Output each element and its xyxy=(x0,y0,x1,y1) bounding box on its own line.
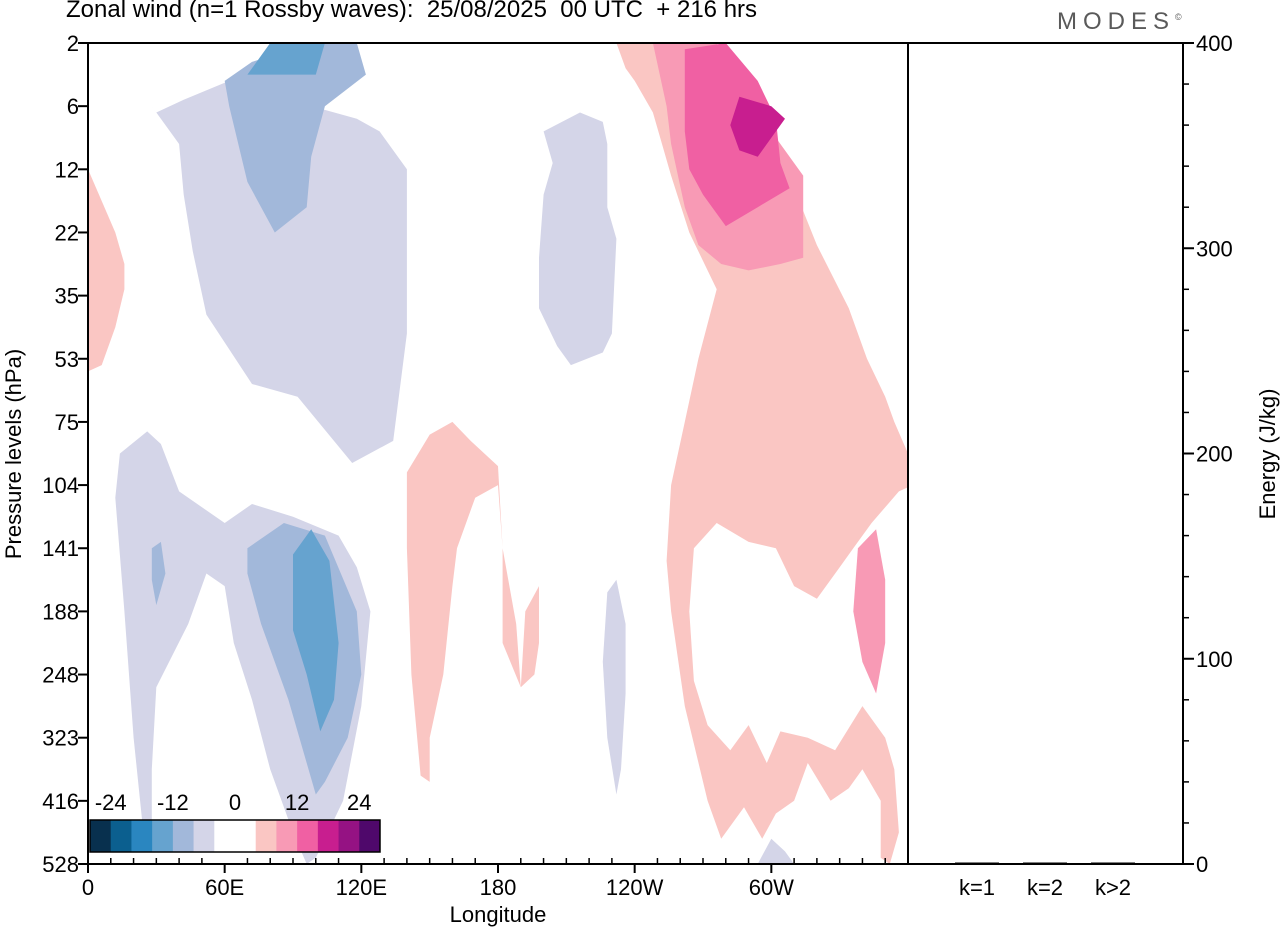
contour-region-8-16 xyxy=(853,529,886,694)
y-tick-label-323: 323 xyxy=(42,726,79,751)
contour-region--4-8 xyxy=(602,579,626,795)
energy-bar-k=2 xyxy=(1023,862,1067,864)
energy-axis-label: Energy (J/kg) xyxy=(1255,389,1280,520)
energy-category-label-k>2: k>2 xyxy=(1095,875,1131,900)
y-tick-label-75: 75 xyxy=(55,410,79,435)
colorbar-swatch-0 xyxy=(90,820,112,852)
colorbar-label-24: 24 xyxy=(347,790,371,815)
chart-title: Zonal wind (n=1 Rossby waves): 25/08/202… xyxy=(66,0,758,23)
y-tick-label-6: 6 xyxy=(67,94,79,119)
contour-region--8-7 xyxy=(151,541,166,606)
energy-tick-label-200: 200 xyxy=(1196,442,1233,467)
colorbar-swatch-10 xyxy=(297,820,319,852)
colorbar: -24 -12 0 12 24 xyxy=(89,790,381,853)
logo-mark: © xyxy=(1175,12,1182,22)
y-tick-label-22: 22 xyxy=(55,220,79,245)
colorbar-swatch-13 xyxy=(359,820,381,852)
energy-axes: 0 100 200 300 400 xyxy=(1183,31,1233,877)
energy-category-label-k=1: k=1 xyxy=(959,875,995,900)
colorbar-swatch-8 xyxy=(255,820,277,852)
y-tick-label-104: 104 xyxy=(42,473,79,498)
contour-region-4-11 xyxy=(616,43,908,864)
energy-bar-k>2 xyxy=(1091,862,1135,864)
contour-region--4-9 xyxy=(757,838,795,864)
y-tick-label-188: 188 xyxy=(42,599,79,624)
y-tick-label-2: 2 xyxy=(67,31,79,56)
y-tick-label-35: 35 xyxy=(55,284,79,309)
contour-region--8-1 xyxy=(224,43,366,233)
energy-tick-label-0: 0 xyxy=(1196,852,1208,877)
colorbar-label--24: -24 xyxy=(95,790,127,815)
colorbar-label--12: -12 xyxy=(157,790,189,815)
y-tick-label-416: 416 xyxy=(42,789,79,814)
colorbar-swatch-1 xyxy=(110,820,132,852)
y-tick-label-53: 53 xyxy=(55,347,79,372)
contour-region--12-2 xyxy=(247,43,325,75)
colorbar-swatch-4 xyxy=(172,820,195,852)
y-axis-label: Pressure levels (hPa) xyxy=(1,349,26,559)
contour-region--4-0 xyxy=(151,80,407,464)
colorbar-swatch-7 xyxy=(235,820,257,852)
y-tick-label-12: 12 xyxy=(55,157,79,182)
energy-bars: k=1 k=2 k>2 xyxy=(955,862,1135,900)
y-tick-label-528: 528 xyxy=(42,852,79,877)
contour-region-4-10 xyxy=(88,169,125,372)
y-tick-label-248: 248 xyxy=(42,663,79,688)
contour-region--4-3 xyxy=(539,112,617,366)
y-tick-label-141: 141 xyxy=(42,536,79,561)
colorbar-frame xyxy=(89,819,381,853)
x-axis-label: Longitude xyxy=(450,902,547,927)
colorbar-swatch-3 xyxy=(152,820,174,852)
contour-region-4-15 xyxy=(406,421,539,782)
colorbar-swatch-12 xyxy=(338,820,360,852)
x-tick-label-120E: 120E xyxy=(336,875,387,900)
x-tick-label-0: 0 xyxy=(82,875,94,900)
contour-region--12-6 xyxy=(293,529,339,732)
energy-category-label-k=2: k=2 xyxy=(1027,875,1063,900)
contour-region-16-14 xyxy=(730,96,785,157)
colorbar-label-0: 0 xyxy=(229,790,241,815)
colorbar-swatch-5 xyxy=(193,820,215,852)
colorbar-swatch-11 xyxy=(317,820,340,852)
logo-text: MODES xyxy=(1057,8,1176,35)
modes-logo: MODES© xyxy=(1057,8,1182,36)
energy-tick-label-300: 300 xyxy=(1196,236,1233,261)
heatmap-fills xyxy=(88,43,908,864)
x-tick-label-180: 180 xyxy=(480,875,517,900)
colorbar-swatch-6 xyxy=(214,820,236,852)
colorbar-swatch-2 xyxy=(131,820,153,852)
energy-tick-label-100: 100 xyxy=(1196,647,1233,672)
x-tick-label-120W: 120W xyxy=(606,875,664,900)
x-tick-label-60E: 60E xyxy=(205,875,244,900)
energy-bar-k=1 xyxy=(955,862,999,864)
colorbar-label-12: 12 xyxy=(285,790,309,815)
x-tick-label-60W: 60W xyxy=(749,875,794,900)
energy-tick-label-400: 400 xyxy=(1196,31,1233,56)
colorbar-swatch-9 xyxy=(276,820,298,852)
